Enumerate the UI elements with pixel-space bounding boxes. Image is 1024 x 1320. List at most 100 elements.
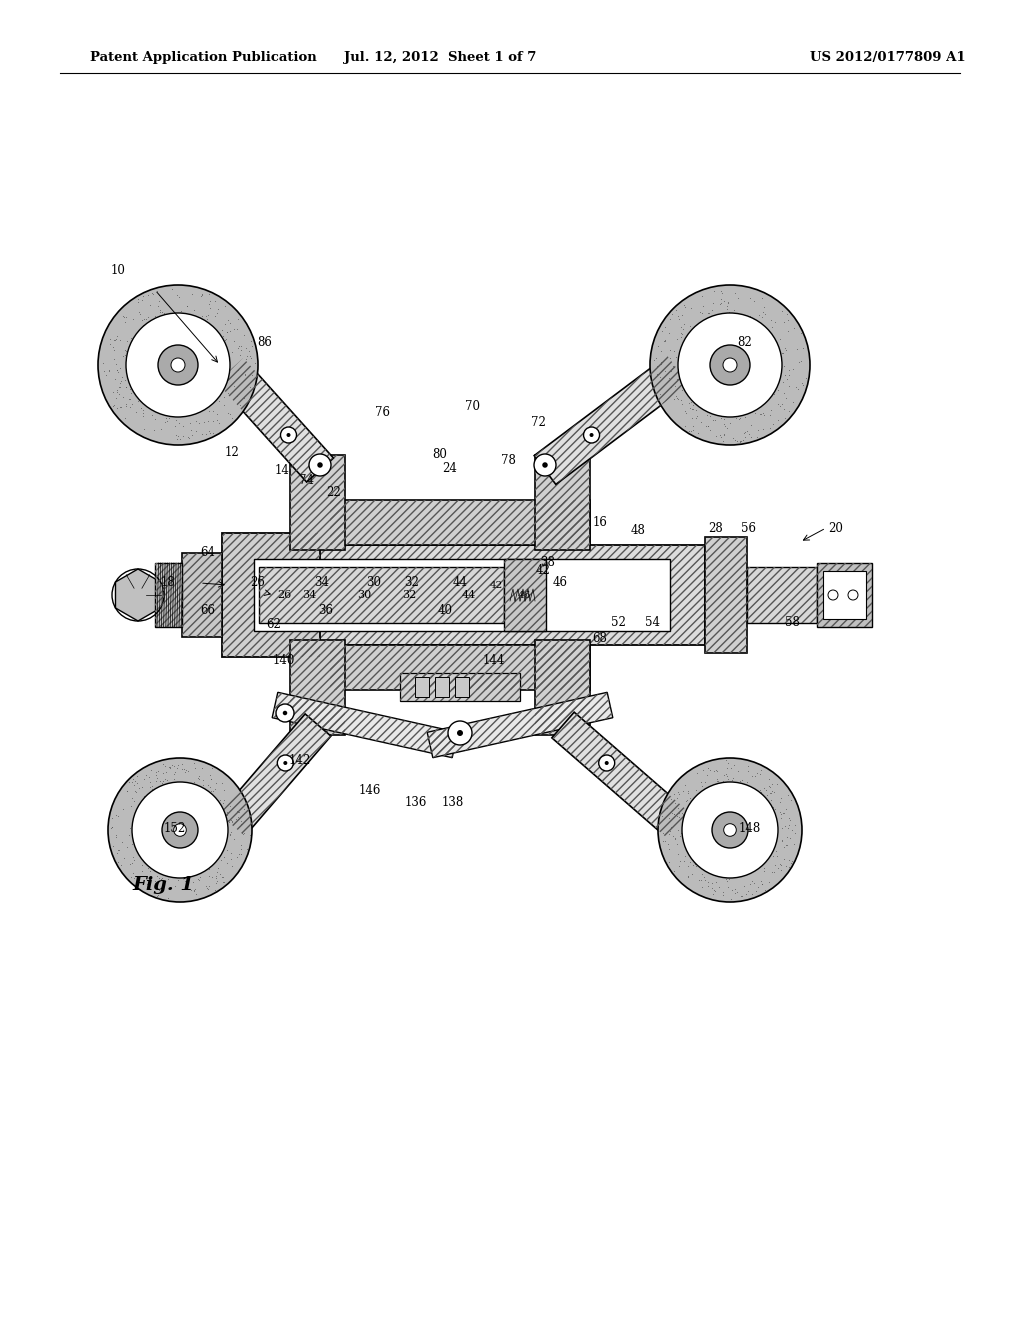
Point xyxy=(104,817,121,838)
Point xyxy=(776,383,793,404)
Polygon shape xyxy=(552,713,689,838)
Text: 16: 16 xyxy=(593,516,607,528)
Point xyxy=(738,883,755,904)
Point xyxy=(701,420,718,441)
Circle shape xyxy=(724,824,736,837)
Point xyxy=(207,879,223,900)
Point xyxy=(698,764,715,785)
Point xyxy=(720,752,736,774)
Point xyxy=(152,300,168,321)
Point xyxy=(785,317,802,338)
Point xyxy=(766,861,782,882)
Point xyxy=(136,418,153,440)
Circle shape xyxy=(848,590,858,601)
Point xyxy=(777,855,794,876)
Point xyxy=(680,867,696,888)
Point xyxy=(205,411,221,432)
Point xyxy=(729,430,745,451)
Point xyxy=(753,870,769,891)
Point xyxy=(190,768,207,789)
Point xyxy=(708,759,724,780)
Point xyxy=(654,830,671,851)
Point xyxy=(150,884,166,906)
Point xyxy=(136,785,153,807)
Point xyxy=(772,801,788,822)
Text: 74: 74 xyxy=(299,474,314,487)
Point xyxy=(709,760,725,781)
Point xyxy=(778,368,795,389)
Point xyxy=(669,346,685,367)
Text: US 2012/0177809 A1: US 2012/0177809 A1 xyxy=(810,51,966,65)
Point xyxy=(667,829,683,850)
Point xyxy=(791,379,807,400)
Point xyxy=(244,335,260,356)
Point xyxy=(221,825,238,846)
Point xyxy=(228,846,245,867)
Point xyxy=(129,289,145,310)
Point xyxy=(757,304,773,325)
Circle shape xyxy=(278,755,293,771)
Point xyxy=(682,851,698,873)
Point xyxy=(96,360,113,381)
Point xyxy=(692,870,709,891)
Point xyxy=(122,379,138,400)
Point xyxy=(139,858,156,879)
Circle shape xyxy=(650,285,810,445)
Point xyxy=(205,780,221,801)
Point xyxy=(669,788,685,809)
Point xyxy=(666,341,682,362)
Point xyxy=(187,758,204,779)
Point xyxy=(218,851,234,873)
Point xyxy=(201,400,217,421)
Point xyxy=(728,880,744,902)
Point xyxy=(136,865,153,886)
Point xyxy=(190,869,207,890)
Point xyxy=(146,408,163,429)
Point xyxy=(152,770,168,791)
Point xyxy=(186,878,203,899)
Point xyxy=(664,358,680,379)
Point xyxy=(778,304,795,325)
Point xyxy=(667,828,683,849)
Point xyxy=(773,854,790,875)
Point xyxy=(224,810,241,832)
Point xyxy=(764,861,780,882)
Point xyxy=(153,301,169,322)
Point xyxy=(716,422,732,444)
Point xyxy=(694,285,711,306)
Point xyxy=(179,870,196,891)
Point xyxy=(662,808,678,829)
Point xyxy=(166,768,182,789)
Point xyxy=(153,418,169,440)
Point xyxy=(200,879,216,900)
Point xyxy=(667,793,683,814)
Point xyxy=(683,297,699,318)
Point xyxy=(170,286,186,308)
Point xyxy=(221,824,238,845)
Point xyxy=(205,422,221,444)
Point xyxy=(184,425,201,446)
Point xyxy=(159,411,175,432)
Point xyxy=(193,867,209,888)
Point xyxy=(202,776,218,797)
Point xyxy=(237,793,253,814)
Point xyxy=(127,781,143,803)
Point xyxy=(672,308,688,329)
Point xyxy=(102,817,119,838)
Point xyxy=(134,314,151,335)
Point xyxy=(208,867,224,888)
Point xyxy=(732,432,749,453)
Point xyxy=(795,338,811,359)
Point xyxy=(177,759,194,780)
Point xyxy=(749,763,765,784)
Point xyxy=(787,814,804,836)
Point xyxy=(796,375,812,396)
Point xyxy=(753,781,769,803)
Point xyxy=(188,883,205,904)
Point xyxy=(118,306,134,327)
Circle shape xyxy=(98,285,258,445)
Circle shape xyxy=(710,345,750,385)
Point xyxy=(209,409,225,430)
Point xyxy=(662,308,678,329)
Point xyxy=(697,870,714,891)
